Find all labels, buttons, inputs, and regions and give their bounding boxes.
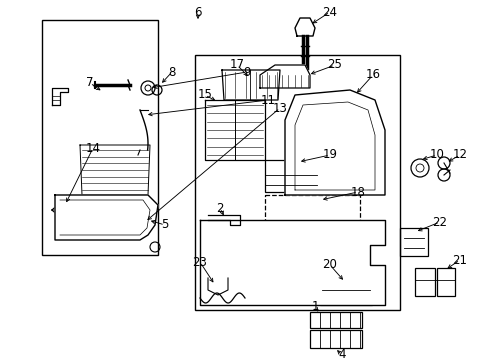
Text: 14: 14 bbox=[85, 141, 101, 154]
Text: 2: 2 bbox=[216, 202, 224, 215]
Text: 8: 8 bbox=[168, 66, 175, 78]
Text: 17: 17 bbox=[229, 58, 244, 72]
Polygon shape bbox=[260, 65, 309, 88]
Bar bbox=[436, 268, 454, 296]
Bar bbox=[399, 228, 427, 256]
Text: 25: 25 bbox=[327, 58, 342, 72]
Text: 7: 7 bbox=[86, 77, 94, 90]
Bar bbox=[195, 55, 399, 310]
Bar bbox=[264, 195, 359, 230]
Text: 10: 10 bbox=[428, 148, 444, 162]
Text: 20: 20 bbox=[322, 258, 337, 271]
Text: 1: 1 bbox=[311, 301, 318, 314]
Text: 6: 6 bbox=[194, 5, 202, 18]
Text: 15: 15 bbox=[197, 89, 212, 102]
Text: 18: 18 bbox=[350, 185, 365, 198]
Text: 22: 22 bbox=[431, 216, 447, 229]
Text: 12: 12 bbox=[451, 148, 467, 162]
Bar bbox=[319, 278, 371, 305]
Bar bbox=[309, 330, 361, 348]
Polygon shape bbox=[200, 220, 384, 305]
Text: 23: 23 bbox=[192, 256, 207, 269]
Bar bbox=[264, 160, 316, 192]
Bar bbox=[42, 20, 158, 255]
Text: 16: 16 bbox=[365, 68, 380, 81]
Text: 9: 9 bbox=[243, 66, 250, 78]
Text: 24: 24 bbox=[322, 5, 337, 18]
Text: 5: 5 bbox=[161, 219, 168, 231]
Text: 19: 19 bbox=[322, 148, 337, 162]
Bar bbox=[414, 268, 434, 296]
Text: 21: 21 bbox=[451, 253, 467, 266]
Polygon shape bbox=[294, 18, 314, 36]
Polygon shape bbox=[55, 195, 158, 240]
Text: 13: 13 bbox=[272, 102, 287, 114]
Bar bbox=[309, 312, 361, 328]
Text: 11: 11 bbox=[260, 94, 275, 107]
Polygon shape bbox=[285, 90, 384, 195]
Text: 4: 4 bbox=[338, 348, 345, 360]
Bar bbox=[98, 216, 140, 230]
